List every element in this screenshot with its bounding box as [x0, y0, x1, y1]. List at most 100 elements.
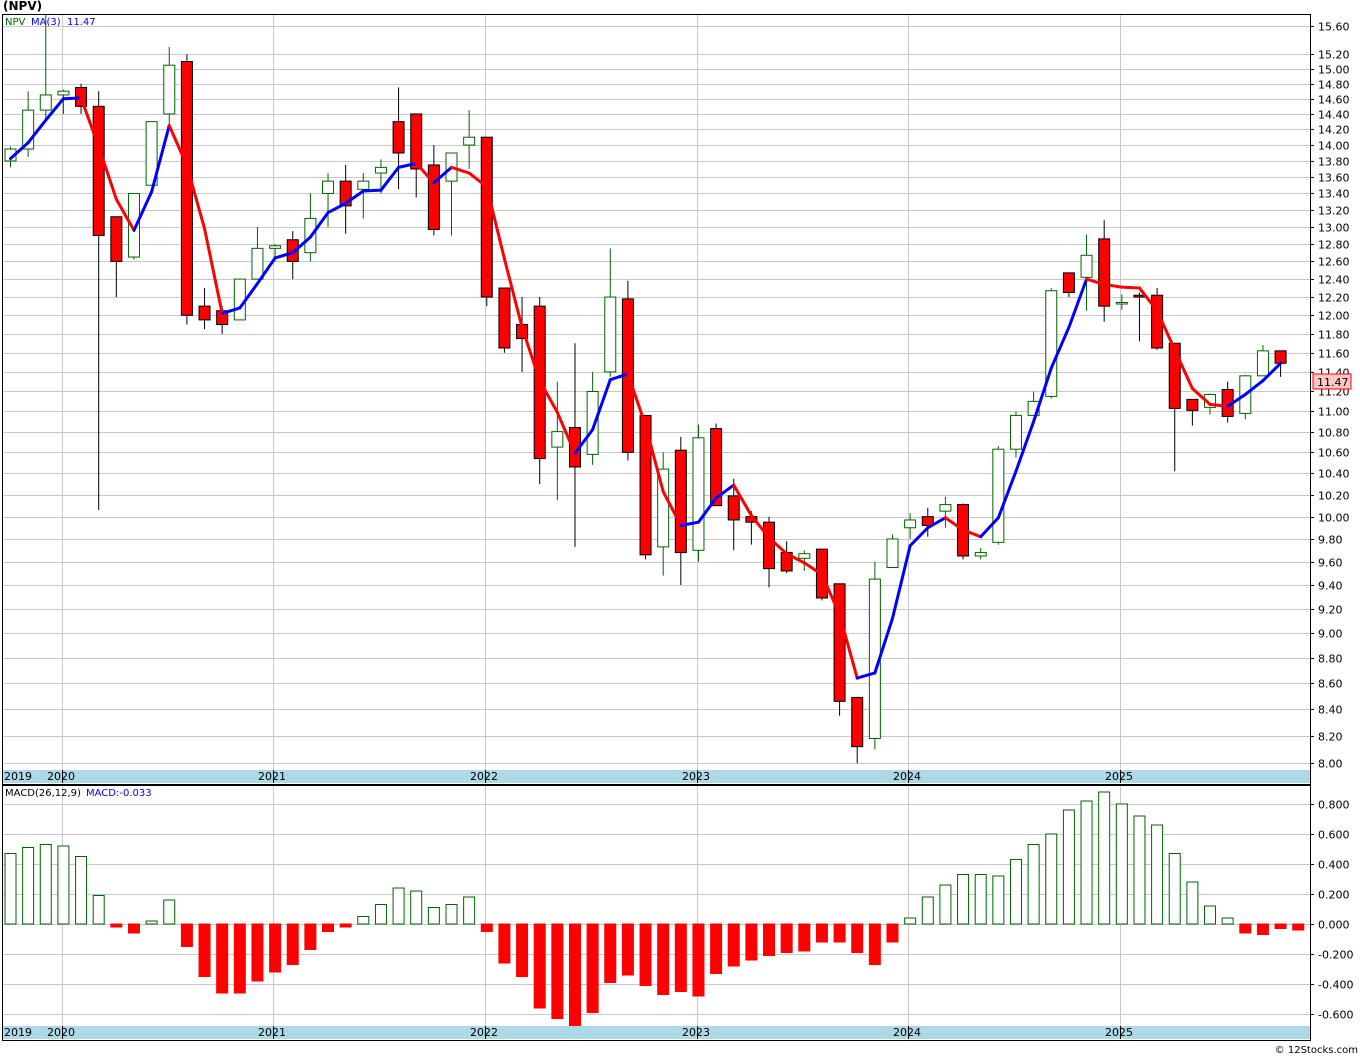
candle-body	[674, 449, 687, 554]
year-label: 2020	[47, 770, 75, 783]
price-tick-label: 12.60	[1318, 256, 1350, 269]
ma-segment	[1067, 277, 1089, 329]
macd-bar	[304, 923, 317, 950]
price-tick-label: 14.40	[1318, 109, 1350, 122]
macd-tick-label: -0.200	[1318, 949, 1353, 962]
macd-bar	[780, 923, 793, 953]
macd-bar	[604, 923, 617, 983]
price-tick-label: 9.00	[1318, 628, 1343, 641]
candle-body	[604, 296, 617, 373]
ma-segment	[344, 189, 365, 205]
ma-segment	[767, 536, 789, 556]
ma-segment	[308, 211, 330, 239]
candle	[1098, 220, 1111, 322]
macd-bar	[357, 916, 370, 925]
price-tick-label: 8.00	[1318, 758, 1343, 771]
macd-bar	[992, 875, 1005, 925]
candle	[1080, 234, 1093, 311]
macd-bar	[957, 874, 970, 925]
macd-bar	[1080, 800, 1093, 925]
macd-bar	[798, 923, 811, 952]
price-tick-label: 9.20	[1318, 604, 1343, 617]
macd-bar	[445, 904, 458, 925]
price-tick-label: 8.40	[1318, 704, 1343, 717]
ma-segment	[873, 616, 894, 675]
macd-bar	[1115, 803, 1128, 925]
candle-body	[1009, 414, 1022, 450]
price-year-band	[3, 770, 1310, 783]
macd-bar	[533, 923, 546, 1009]
candle-body	[39, 94, 52, 111]
macd-bar	[851, 923, 864, 953]
ma-segment	[891, 544, 912, 620]
macd-bar	[921, 896, 934, 925]
candle-body	[904, 519, 917, 529]
ma-segment	[379, 165, 401, 192]
price-panel	[2, 14, 1311, 785]
price-tick-label: 12.40	[1318, 274, 1350, 287]
candle-body	[392, 121, 405, 154]
year-label-macd: 2019	[4, 1026, 32, 1039]
candle	[480, 136, 493, 307]
macd-bar	[39, 844, 52, 925]
legend-macd-value: MACD:-0.033	[86, 788, 152, 799]
price-tick-label: 8.60	[1318, 678, 1343, 691]
macd-bar	[710, 923, 723, 974]
ma-segment	[9, 141, 30, 161]
candle-body	[233, 278, 246, 321]
price-tick-label: 15.20	[1318, 49, 1350, 62]
candle-body	[410, 113, 423, 170]
year-label-macd: 2021	[258, 1026, 286, 1039]
candle	[1062, 272, 1075, 298]
macd-year-band	[3, 1026, 1310, 1039]
candle-body	[1274, 350, 1287, 364]
macd-bar	[392, 887, 405, 925]
candle-body	[463, 136, 476, 146]
macd-bar	[1239, 923, 1252, 934]
candle	[974, 548, 987, 560]
candle-body	[921, 516, 934, 527]
ma-segment	[644, 424, 665, 494]
macd-bar	[75, 856, 88, 925]
candle-body	[22, 109, 35, 150]
candle-body	[498, 287, 511, 349]
candle	[392, 87, 405, 190]
candle	[1115, 294, 1128, 310]
last-price-tag: 11.47	[1312, 373, 1352, 390]
last-price-value: 11.47	[1317, 376, 1349, 389]
candle	[110, 216, 123, 298]
candle	[427, 145, 440, 236]
ma-segment	[1137, 286, 1159, 313]
macd-tick-label: -0.400	[1318, 979, 1353, 992]
candle-body	[798, 553, 811, 559]
ma-segment	[397, 161, 418, 169]
ma-segment	[820, 572, 842, 617]
price-tick-label: 11.60	[1318, 348, 1350, 361]
price-y-axis: 15.60 15.20 15.00 14.80 14.60 14.40 14.20 14.00…	[1310, 21, 1350, 771]
ma-segment	[1102, 282, 1124, 289]
macd-bar	[180, 923, 193, 947]
candle-body	[586, 390, 599, 455]
macd-bar	[1151, 824, 1164, 925]
ma-segment	[1032, 366, 1053, 423]
price-tick-label: 11.00	[1318, 406, 1350, 419]
candle	[233, 278, 246, 321]
ma-segment	[1261, 361, 1283, 383]
candle	[180, 54, 193, 325]
candle	[657, 452, 670, 576]
year-label: 2024	[893, 770, 921, 783]
candle-body	[145, 121, 158, 186]
legend-ma-value: 11.47	[67, 17, 96, 28]
price-tick-label: 10.00	[1318, 512, 1350, 525]
candle	[604, 248, 617, 377]
macd-bar	[374, 904, 387, 925]
ma-segment	[608, 372, 630, 382]
macd-bar	[57, 845, 70, 925]
candle-body	[322, 180, 335, 194]
year-label-macd: 2020	[47, 1026, 75, 1039]
macd-bar	[322, 923, 335, 932]
ma-segment	[220, 306, 242, 315]
macd-bar	[4, 853, 17, 925]
candle-body	[833, 583, 846, 702]
candle	[22, 91, 35, 157]
